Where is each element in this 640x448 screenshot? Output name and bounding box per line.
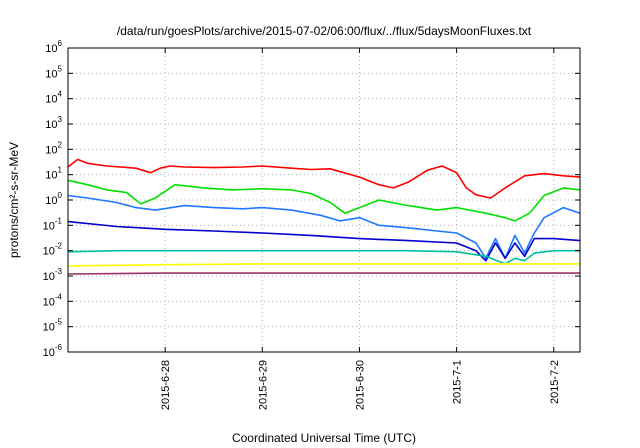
x-tick-label: 2015-6-29 <box>257 360 269 410</box>
y-tick-label: 103 <box>45 115 62 131</box>
series-group <box>67 158 581 275</box>
y-tick-label: 10-5 <box>43 318 63 334</box>
x-axis-label: Coordinated Universal Time (UTC) <box>232 431 416 445</box>
x-tick-label: 2015-6-28 <box>160 360 172 410</box>
y-axis: 10-6 10-5 10-4 10-3 10-2 10-1 100 101 102 103 104 1… <box>43 39 580 359</box>
x-axis: 2015-6-28 2015-6-29 2015-6-30 2015-7-1 2015-… <box>160 48 561 410</box>
y-tick-label: 102 <box>45 140 62 156</box>
y-tick-label: 10-1 <box>43 216 63 232</box>
y-tick-label: 10-3 <box>43 267 63 283</box>
y-tick-label: 10-2 <box>43 242 63 258</box>
y-tick-label: 104 <box>45 90 62 106</box>
series-line-4 <box>67 220 581 262</box>
series-line-1 <box>67 158 581 199</box>
y-tick-label: 10-4 <box>43 292 63 308</box>
series-line-6 <box>67 263 580 267</box>
series-line-2 <box>67 179 581 222</box>
y-tick-label: 100 <box>45 191 62 207</box>
x-tick-label: 2015-6-30 <box>354 360 366 410</box>
x-tick-label: 2015-7-2 <box>549 360 561 404</box>
series-line-5 <box>67 249 580 265</box>
y-tick-label: 105 <box>45 64 62 80</box>
y-axis-label: protons/cm²-s-sr-MeV <box>7 142 21 258</box>
series-line-7 <box>67 272 580 275</box>
x-tick-label: 2015-7-1 <box>452 360 464 404</box>
y-tick-label: 10-6 <box>43 343 63 359</box>
series-line-3 <box>67 194 581 260</box>
chart-title: /data/run/goesPlots/archive/2015-07-02/0… <box>117 24 532 38</box>
y-tick-label: 106 <box>45 39 62 55</box>
y-tick-label: 101 <box>45 166 62 182</box>
